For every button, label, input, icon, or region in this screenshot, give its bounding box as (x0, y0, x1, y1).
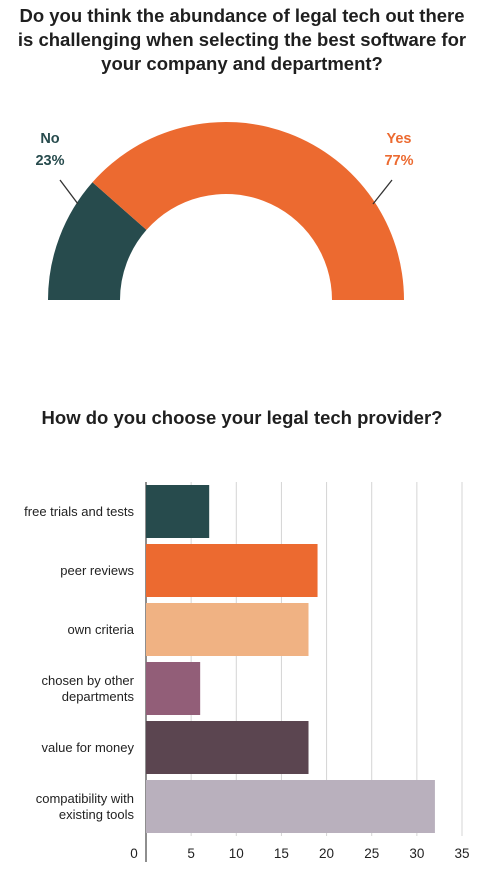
x-tick-label: 5 (187, 846, 195, 861)
pie-leader-line-yes (372, 179, 393, 205)
x-tick-label: 25 (364, 846, 379, 861)
x-tick-label: 30 (409, 846, 424, 861)
pie-slice-yes (92, 122, 405, 300)
bar (146, 721, 309, 774)
x-tick-label: 35 (454, 846, 469, 861)
x-tick-label: 10 (229, 846, 244, 861)
bar (146, 603, 309, 656)
x-tick-label: 15 (274, 846, 289, 861)
bar (146, 780, 435, 833)
category-label: compatibility with (36, 791, 134, 806)
pie-label-yes-value: 77% (384, 153, 413, 169)
x-tick-label: 20 (319, 846, 334, 861)
pie-chart-title: Do you think the abundance of legal tech… (0, 4, 484, 76)
bar (146, 662, 201, 715)
category-label: value for money (42, 740, 135, 755)
bar (146, 544, 318, 597)
pie-title-line-2: is challenging when selecting the best s… (17, 29, 467, 50)
pie-label-no-value: 23% (35, 153, 64, 169)
pie-label-no-name: No (40, 131, 59, 147)
category-label: own criteria (68, 622, 135, 637)
category-label: peer reviews (60, 563, 134, 578)
pie-label-yes-name: Yes (387, 131, 412, 147)
bar-chart-title: How do you choose your legal tech provid… (41, 407, 443, 428)
bar (146, 485, 210, 538)
category-label: free trials and tests (24, 504, 134, 519)
category-label: existing tools (59, 807, 135, 822)
x-tick-label: 0 (130, 846, 138, 861)
pie-slice-no (48, 182, 147, 300)
pie-title-line-3: your company and department? (101, 53, 383, 74)
category-label: departments (62, 689, 135, 704)
pie-title-line-1: Do you think the abundance of legal tech… (19, 5, 465, 26)
pie-leader-line-no (59, 179, 79, 205)
half-donut-chart: No 23% Yes 77% (35, 122, 414, 300)
category-label: chosen by other (41, 673, 134, 688)
